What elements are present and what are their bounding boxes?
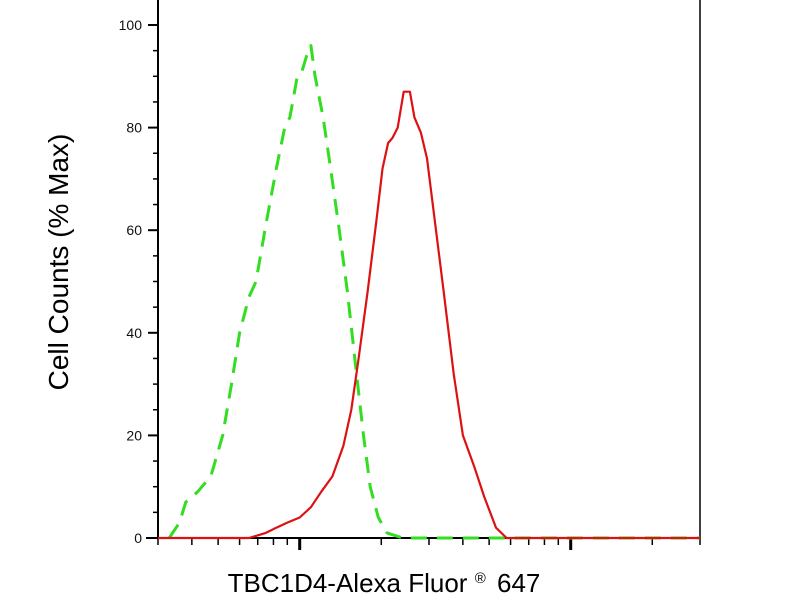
- y-tick-label: 80: [126, 120, 142, 136]
- y-tick-label: 40: [126, 325, 142, 341]
- x-axis-title-text: TBC1D4-Alexa Fluor: [228, 568, 468, 598]
- axes: 0 20 40 60 80 100: [119, 0, 701, 550]
- series-layer: [158, 44, 700, 540]
- series-line-dashed: [167, 44, 700, 540]
- x-axis-title: TBC1D4-Alexa Fluor ® 647: [228, 559, 541, 598]
- x-axis-title-mark: ®: [475, 570, 486, 587]
- y-tick-label: 100: [119, 17, 143, 33]
- y-axis-title: Cell Counts (% Max): [43, 134, 74, 391]
- series-line-solid: [158, 90, 700, 540]
- y-tick-label: 20: [126, 427, 142, 443]
- x-axis-title-suffix: 647: [497, 568, 540, 598]
- y-tick-label: 0: [134, 530, 142, 546]
- y-tick-label: 60: [126, 222, 142, 238]
